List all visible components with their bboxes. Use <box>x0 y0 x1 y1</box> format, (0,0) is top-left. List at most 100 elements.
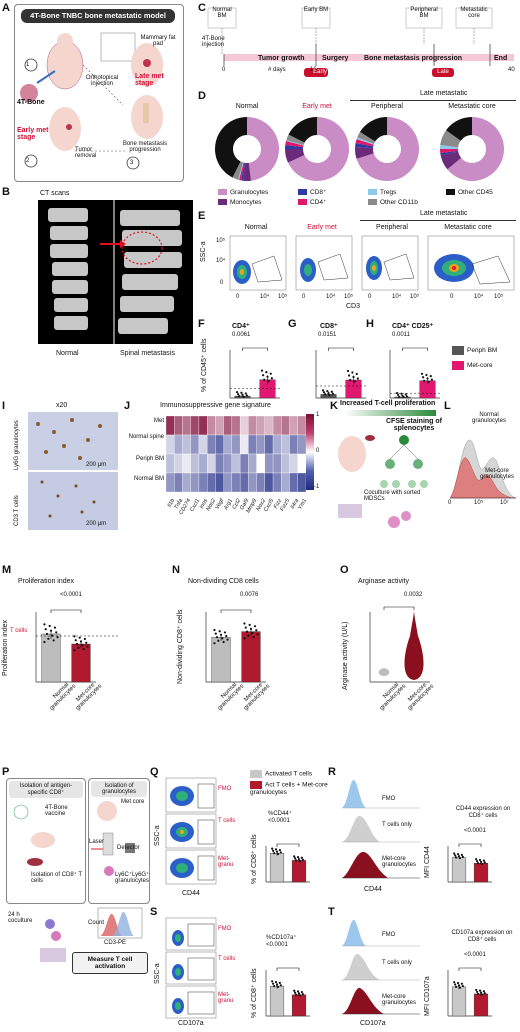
h-dot-1-1 <box>425 373 428 377</box>
heatmap-cell-1-11 <box>256 434 265 455</box>
f-sig-bracket <box>242 347 268 351</box>
l-xtick-1: 10⁵ <box>474 500 484 506</box>
r-xlabel: CD44 <box>364 886 382 893</box>
p-left-schematic <box>13 804 55 866</box>
p-right-schematic <box>91 801 135 876</box>
s-title: %CD107a⁺ <box>266 935 297 941</box>
panel-label-r: R <box>328 766 336 778</box>
n-dot-0-10 <box>222 640 225 644</box>
m-dot-1-0 <box>73 635 76 638</box>
f-dot-1-5 <box>270 377 273 380</box>
heatmap-cell-0-13 <box>272 415 282 436</box>
q-dot-1-0 <box>293 855 296 858</box>
o-title: Arginase activity <box>358 578 409 585</box>
heatmap-cell-2-0 <box>166 453 175 474</box>
legend-metcore: Met-core <box>452 361 512 370</box>
heatmap-cell-2-11 <box>256 453 265 474</box>
t-dot-1-1 <box>478 989 482 992</box>
heatmap-cell-2-14 <box>281 453 290 474</box>
i-row-cd3: CD3 T cells <box>14 495 20 526</box>
n-dot-1-3 <box>244 626 247 629</box>
p-coculture: 24 h coculture <box>8 912 33 924</box>
panel-label-c: C <box>198 2 206 14</box>
heatmap-cell-3-12 <box>264 472 274 493</box>
heatmap-cell-0-7 <box>223 415 233 436</box>
r-dot-0-3 <box>454 854 457 857</box>
e-xtick-0b: 0 <box>302 294 306 300</box>
panel-a-title: 4T-Bone TNBC bone metastatic model <box>21 9 175 23</box>
heatmap <box>166 415 306 493</box>
n-dot-1-5 <box>255 629 258 632</box>
e-ytick-1: 10⁴ <box>216 258 226 264</box>
t-dot-0-1 <box>456 981 460 985</box>
i-scale-2: 200 µm <box>86 521 107 527</box>
i-scale-1: 200 µm <box>86 462 107 468</box>
stage-peripheral-bm: Peripheral BM <box>410 7 438 19</box>
flow-plot-normal <box>229 235 287 291</box>
h-dot-1-6 <box>423 379 426 382</box>
s-dot-1-3 <box>294 991 297 994</box>
panel-label-t: T <box>328 906 335 918</box>
e-ylabel: SSC-a <box>200 241 207 262</box>
m-ref-label: T cells <box>10 628 28 634</box>
heatmap-cell-3-5 <box>207 472 216 493</box>
r-dot-0-6 <box>455 856 458 859</box>
mammary-label: Mammary fat pad <box>140 35 176 47</box>
n-dot-0-6 <box>215 636 219 639</box>
l-normal-label: Normal granulocytes <box>471 412 507 424</box>
panel-label-m: M <box>2 564 12 576</box>
n-dot-1-4 <box>249 627 253 631</box>
early-badge: Early <box>313 69 327 75</box>
t-dot-0-7 <box>458 986 462 989</box>
donut-charts <box>215 117 504 181</box>
q-dot-1-4 <box>297 857 301 861</box>
s-flow-plots <box>165 917 217 1019</box>
mouse-icon <box>31 832 55 848</box>
h-dot-0-3 <box>397 393 400 397</box>
bone-line-label: 4T-Bone <box>17 99 45 106</box>
s-pvalue: <0.0001 <box>266 942 288 948</box>
j-title: Immunosuppressive gene signature <box>160 402 271 409</box>
ct-normal-label: Normal <box>56 350 79 357</box>
pie-slice-2-2 <box>355 143 374 149</box>
ly6g-histology-image <box>28 412 118 470</box>
s-dot-1-4 <box>297 992 301 995</box>
e-xtick-2b: 10⁵ <box>344 294 354 300</box>
p-box1-title: Isolation of antigen-specific CD8⁺ <box>9 781 83 798</box>
removal-label: Tumor removal <box>75 147 97 159</box>
f-dot-0-7 <box>242 395 245 398</box>
g-dot-0-3 <box>323 391 326 394</box>
fgh-bar-charts <box>229 347 440 399</box>
legend-other-cd45: Other CD45 <box>446 188 493 198</box>
panel-label-p: P <box>2 766 10 778</box>
r-title: CD44 expression on CD8⁺ cells <box>455 806 511 819</box>
q-bar-0 <box>269 853 285 883</box>
t-bar-1 <box>473 993 489 1017</box>
pie-slice-0-1 <box>242 162 252 181</box>
f-dot-1-7 <box>267 380 270 383</box>
r-dot-1-3 <box>476 860 479 863</box>
f-ylabel: % of CD45⁺ cells <box>201 338 208 393</box>
h-dot-0-0 <box>395 391 399 395</box>
mouse-icon <box>49 107 81 151</box>
m-dot-1-1 <box>78 636 81 639</box>
mouse-icon <box>131 43 163 87</box>
m-sig-bracket <box>50 609 82 613</box>
phase-end: End <box>494 55 508 62</box>
panel-label-k: K <box>330 400 338 412</box>
g-dot-1-2 <box>355 372 358 376</box>
heatmap-cell-1-13 <box>272 434 282 455</box>
heatmap-cell-3-11 <box>256 472 265 493</box>
heatmap-cell-1-15 <box>289 434 298 455</box>
panel-label-n: N <box>172 564 180 576</box>
phase-surgery: Surgery <box>322 55 349 62</box>
q-xlabel: CD44 <box>182 890 200 897</box>
m-dot-0-2 <box>53 626 57 629</box>
m-dot-0-5 <box>55 631 58 634</box>
n-dot-1-0 <box>243 622 246 625</box>
t-dot-0-6 <box>455 985 458 988</box>
e-xtick-0d: 0 <box>450 294 454 300</box>
g-dot-1-3 <box>348 374 351 377</box>
heatmap-cell-0-6 <box>215 415 224 436</box>
f-dot-0-2 <box>244 392 247 395</box>
